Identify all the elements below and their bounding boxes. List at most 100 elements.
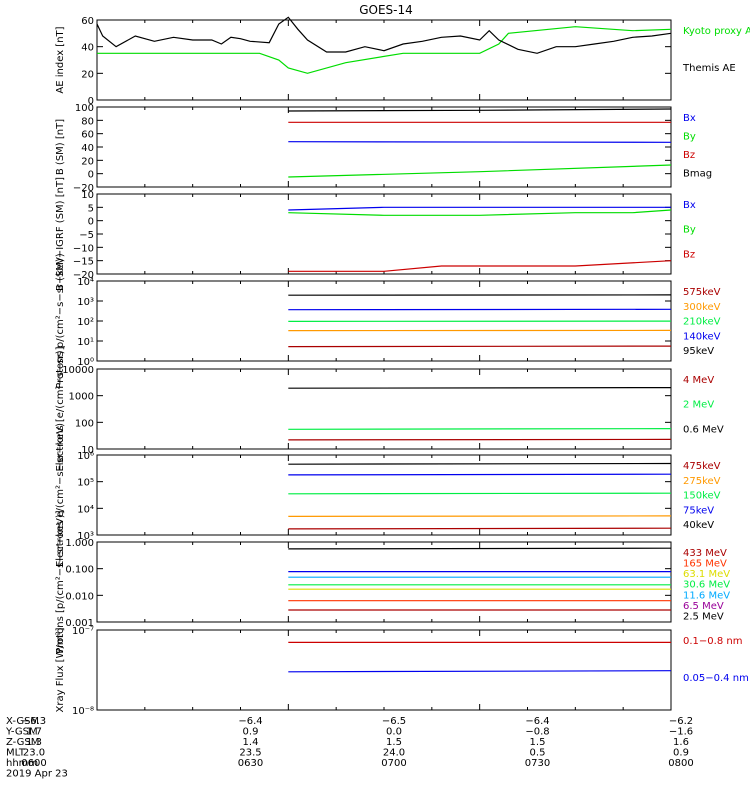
orbit-value: 0.9 <box>243 727 259 738</box>
series-themis-ae <box>96 16 672 54</box>
orbit-value: −6.4 <box>238 716 262 727</box>
orbit-value: −6.3 <box>22 716 46 727</box>
panel-frame <box>96 106 672 188</box>
y-axis-label: Protons [p/(cm²−s−sr−keV)] <box>55 510 66 653</box>
legend-entry: 63.1 MeV <box>683 569 730 580</box>
series-75kev <box>288 473 672 476</box>
series-by <box>288 209 672 216</box>
orbit-value: 0.9 <box>673 748 689 759</box>
y-axis-label: Electrons [e/(cm²−s−sr)] <box>55 346 66 471</box>
legend-entry: 75keV <box>683 505 714 516</box>
orbit-value: 23.0 <box>23 748 45 759</box>
series-275kev <box>288 515 672 517</box>
y-axis-label: Xray Flux [W/m²] <box>55 627 66 712</box>
orbit-value: −6.2 <box>669 716 693 727</box>
orbit-value: 23.5 <box>239 748 261 759</box>
y-tick-label: 60 <box>81 130 94 141</box>
y-axis-label: Protons p/(cm²−s−sr−keV) <box>55 253 66 389</box>
legend-entry: 433 MeV <box>683 548 727 559</box>
series-bx <box>288 141 672 143</box>
legend-entry: 300keV <box>683 302 721 313</box>
panel-frame <box>96 454 672 536</box>
series-4-mev <box>288 438 672 441</box>
y-tick-label: 10⁰ <box>77 357 94 368</box>
y-tick-label: 0.100 <box>65 565 94 576</box>
y-tick-label: 10² <box>77 317 94 328</box>
legend-entry: 575keV <box>683 287 721 298</box>
legend-entry: 140keV <box>683 331 721 342</box>
legend-entry: Themis AE <box>682 63 736 74</box>
y-tick-label: 20 <box>81 156 94 167</box>
legend-entry: 30.6 MeV <box>683 580 730 591</box>
orbit-value: 0.5 <box>530 748 546 759</box>
legend-entry: 95keV <box>683 346 714 357</box>
y-tick-label: 10 <box>81 445 94 456</box>
series-0-6-mev <box>288 387 672 389</box>
legend-entry: 40keV <box>683 520 714 531</box>
orbit-value: 1.3 <box>26 737 42 748</box>
orbit-value: −6.4 <box>525 716 549 727</box>
legend-entry: By <box>683 225 696 236</box>
y-tick-label: 10³ <box>77 297 94 308</box>
series-475kev <box>288 527 672 530</box>
y-axis-label: B (SM) [nT] <box>55 119 66 175</box>
y-tick-label: 0 <box>88 170 94 181</box>
panel-electrons2: 10³ 10⁴ 10⁵ 10⁶ Electrons e/(cm²−s−sr−keV) 47… <box>55 423 721 567</box>
series-bmag <box>288 108 672 112</box>
orbit-value: 0800 <box>668 758 693 769</box>
orbit-value: 0600 <box>21 758 46 769</box>
y-axis-label: Electrons e/(cm²−s−sr−keV) <box>55 423 66 567</box>
legend-entry: 11.6 MeV <box>683 590 730 601</box>
y-tick-label: 0.010 <box>65 591 94 602</box>
panel-xray: 10⁻⁸ 10⁻⁷ Xray Flux [W/m²] 0.1−0.8 nm 0.05−0… <box>55 626 749 717</box>
y-tick-label: 5 <box>88 203 94 214</box>
figure-title: GOES-14 <box>359 3 413 17</box>
y-tick-label: −10 <box>73 243 94 254</box>
panel-protons1: 10⁰ 10¹ 10² 10³ 10⁴ Protons p/(cm²−s−sr−keV) 5… <box>55 253 721 389</box>
orbit-value: 0630 <box>238 758 263 769</box>
y-tick-label: −5 <box>79 230 94 241</box>
y-tick-label: 100 <box>75 103 94 114</box>
series-575kev <box>288 345 672 348</box>
y-tick-label: 1.000 <box>65 538 94 549</box>
legend-entry: Bmag <box>683 169 712 180</box>
orbit-row-label: MLT <box>6 748 26 759</box>
legend-entry: Bz <box>683 150 695 161</box>
orbit-row-label: Z-GSM <box>6 737 39 748</box>
y-tick-label: 10 <box>81 190 94 201</box>
legend-entry: 165 MeV <box>683 559 727 570</box>
y-tick-label: 10¹ <box>77 337 94 348</box>
y-tick-label: 0 <box>88 217 94 228</box>
series-2-5-mev <box>288 547 672 550</box>
series-bz <box>288 260 672 272</box>
panels: 0 20 40 60 AE index [nT] Kyoto proxy AE Themis… <box>55 16 750 717</box>
y-axis-label: B (SM)−IGRF (SM) [nT] <box>55 177 66 291</box>
legend-entry: 2.5 MeV <box>683 611 724 622</box>
orbit-value: 1.5 <box>530 737 546 748</box>
legend-entry: Bz <box>683 249 695 260</box>
legend-entry: 6.5 MeV <box>683 601 724 612</box>
legend-entry: 475keV <box>683 461 721 472</box>
y-tick-label: −15 <box>73 257 94 268</box>
legend-entry: 0.05−0.4 nm <box>683 673 749 684</box>
panel-ae: 0 20 40 60 AE index [nT] Kyoto proxy AE Themis… <box>55 16 750 107</box>
y-tick-label: 10⁵ <box>77 478 94 489</box>
orbit-row-label: hhmm <box>6 758 38 769</box>
y-tick-label: 40 <box>81 43 94 54</box>
series-2-mev <box>288 428 672 430</box>
y-tick-label: 10⁻⁸ <box>72 706 94 717</box>
panel-frame <box>96 19 672 101</box>
legend-entry: Bx <box>683 113 696 124</box>
orbit-value: 1.4 <box>243 737 259 748</box>
orbit-value: 1.6 <box>673 737 689 748</box>
legend-entry: 0.1−0.8 nm <box>683 636 742 647</box>
y-tick-label: 0.001 <box>65 618 94 629</box>
panel-bigrf: −20 −15 −10 −5 0 5 10 B (SM)−IGRF (SM) [nT] Bx By… <box>55 177 696 291</box>
series-0-05-0-4-nm <box>288 670 672 673</box>
orbit-value: 0700 <box>381 758 406 769</box>
y-tick-label: 10⁴ <box>77 504 94 515</box>
panel-frame <box>96 193 672 275</box>
y-tick-label: 10⁴ <box>77 277 94 288</box>
